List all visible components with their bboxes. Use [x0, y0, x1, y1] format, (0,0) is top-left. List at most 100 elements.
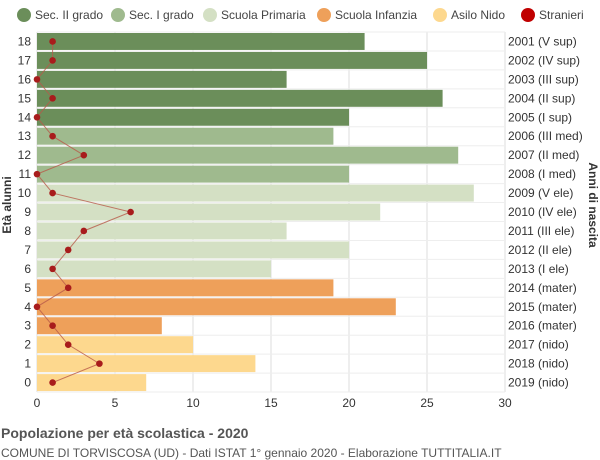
age-tick-10: 10 [18, 186, 32, 200]
birth-tick-5: 2014 (mater) [508, 281, 577, 295]
stranieri-point-age-11 [33, 170, 41, 178]
stranieri-point-age-13 [49, 132, 56, 140]
bar-age-1 [37, 355, 256, 373]
bar-age-18 [37, 33, 365, 50]
stranieri-point-age-9 [127, 208, 134, 216]
age-tick-12: 12 [18, 148, 32, 162]
age-tick-7: 7 [24, 243, 31, 257]
birth-tick-7: 2012 (II ele) [508, 243, 572, 257]
x-tick-labels: 0 5 10 15 20 25 30 [34, 396, 512, 410]
stranieri-point-age-3 [49, 322, 56, 330]
chart-subtitle: COMUNE DI TORVISCOSA (UD) - Dati ISTAT 1… [1, 446, 502, 460]
y-axis-title-right: Anni di nascita [586, 162, 600, 248]
age-tick-15: 15 [18, 91, 32, 105]
bar-age-8 [37, 222, 287, 240]
bar-age-6 [37, 260, 271, 278]
stranieri-point-age-14 [33, 113, 41, 121]
birth-tick-10: 2009 (V ele) [508, 186, 573, 200]
legend-marker-1 [111, 8, 125, 22]
birth-tick-6: 2013 (I ele) [508, 262, 569, 276]
age-tick-6: 6 [24, 262, 31, 276]
legend-label-1: Sec. I grado [129, 8, 194, 22]
bar-age-4 [37, 298, 396, 316]
stranieri-point-age-8 [80, 227, 88, 235]
legend: Sec. II grado Sec. I grado Scuola Primaria… [17, 8, 584, 22]
age-tick-14: 14 [18, 110, 32, 124]
stranieri-point-age-6 [49, 265, 56, 273]
age-tick-2: 2 [24, 338, 31, 352]
legend-label-4: Asilo Nido [451, 8, 505, 22]
x-tick-10: 10 [186, 396, 200, 410]
legend-label-5: Stranieri [539, 8, 584, 22]
bar-age-13 [37, 127, 334, 145]
stranieri-point-age-10 [49, 189, 56, 197]
legend-label-3: Scuola Infanzia [335, 8, 417, 22]
x-tick-30: 30 [498, 396, 512, 410]
birth-tick-8: 2011 (III ele) [508, 224, 574, 238]
legend-label-0: Sec. II grado [35, 8, 103, 22]
bar-age-17 [37, 51, 427, 69]
age-tick-1: 1 [24, 357, 31, 371]
birth-year-tick-labels: 2001 (V sup) 2002 (IV sup) 2003 (III sup) 2… [508, 34, 583, 389]
birth-tick-2: 2017 (nido) [508, 338, 569, 352]
birth-tick-18: 2001 (V sup) [508, 34, 577, 48]
x-tick-15: 15 [264, 396, 278, 410]
stranieri-point-age-2 [64, 341, 72, 348]
bar-age-10 [37, 184, 474, 202]
x-tick-20: 20 [342, 396, 356, 410]
bar-age-2 [37, 336, 193, 354]
bars [37, 33, 474, 392]
x-tick-25: 25 [420, 396, 434, 410]
birth-tick-17: 2002 (IV sup) [508, 53, 580, 67]
birth-tick-1: 2018 (nido) [508, 357, 569, 371]
legend-marker-2 [203, 8, 217, 22]
birth-tick-13: 2006 (III med) [508, 129, 583, 143]
birth-tick-16: 2003 (III sup) [508, 72, 579, 86]
age-tick-4: 4 [24, 300, 31, 314]
stranieri-point-age-18 [49, 38, 56, 45]
legend-marker-3 [317, 8, 331, 22]
x-tick-0: 0 [34, 396, 41, 410]
legend-marker-0 [17, 8, 31, 22]
stranieri-point-age-4 [33, 303, 41, 311]
age-tick-5: 5 [24, 281, 31, 295]
age-tick-17: 17 [18, 53, 32, 67]
bar-age-11 [37, 165, 349, 183]
birth-tick-4: 2015 (mater) [508, 300, 577, 314]
stranieri-point-age-17 [49, 57, 56, 64]
age-tick-13: 13 [18, 129, 32, 143]
bar-age-16 [37, 70, 287, 88]
age-tick-3: 3 [24, 319, 31, 333]
bar-age-9 [37, 203, 381, 221]
birth-tick-15: 2004 (II sup) [508, 91, 575, 105]
birth-tick-12: 2007 (II med) [508, 148, 579, 162]
age-tick-0: 0 [24, 376, 31, 390]
stranieri-point-age-5 [64, 284, 72, 292]
legend-marker-5 [521, 8, 535, 22]
birth-tick-0: 2019 (nido) [508, 376, 569, 390]
age-tick-11: 11 [19, 167, 32, 181]
stranieri-point-age-1 [96, 360, 103, 367]
age-tick-9: 9 [24, 205, 31, 219]
chart-title: Popolazione per età scolastica - 2020 [1, 425, 249, 441]
stranieri-point-age-0 [49, 379, 56, 386]
legend-marker-4 [433, 8, 447, 22]
bar-age-15 [37, 89, 443, 107]
bar-age-7 [37, 241, 349, 259]
bar-age-14 [37, 108, 349, 126]
age-tick-18: 18 [18, 34, 32, 48]
birth-tick-9: 2010 (IV ele) [508, 205, 577, 219]
x-tick-5: 5 [112, 396, 119, 410]
bar-age-12 [37, 146, 459, 164]
stranieri-point-age-7 [64, 246, 72, 254]
age-tick-8: 8 [24, 224, 31, 238]
stranieri-point-age-12 [80, 151, 88, 159]
stranieri-point-age-16 [33, 76, 41, 83]
stranieri-point-age-15 [49, 95, 56, 102]
birth-tick-11: 2008 (I med) [508, 167, 576, 181]
legend-label-2: Scuola Primaria [221, 8, 306, 22]
age-tick-16: 16 [18, 72, 32, 86]
bar-age-3 [37, 317, 162, 335]
